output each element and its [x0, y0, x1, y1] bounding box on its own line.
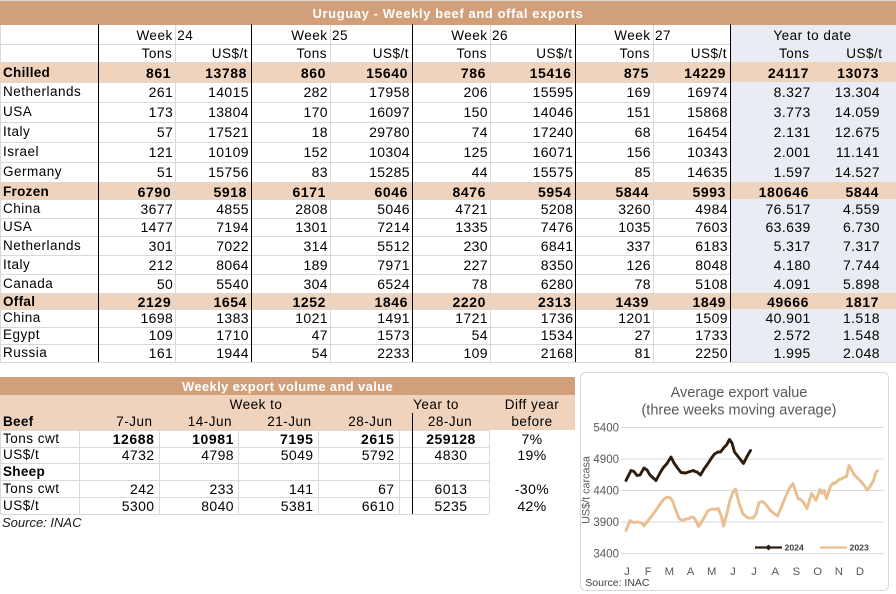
svg-text:2023: 2023: [850, 543, 869, 553]
svg-text:3400: 3400: [593, 549, 619, 561]
svg-text:US$/t carcasa: US$/t carcasa: [581, 456, 593, 524]
svg-text:J: J: [751, 566, 757, 578]
svg-text:J: J: [624, 566, 630, 578]
svg-text:Source: INAC: Source: INAC: [585, 577, 650, 589]
svg-text:A: A: [771, 566, 779, 578]
svg-text:D: D: [856, 566, 864, 578]
svg-text:O: O: [813, 566, 822, 578]
svg-text:5400: 5400: [593, 423, 619, 435]
svg-text:F: F: [645, 566, 652, 578]
svg-text:3900: 3900: [593, 517, 619, 529]
svg-text:(three weeks moving average): (three weeks moving average): [641, 403, 836, 419]
svg-text:4900: 4900: [593, 454, 619, 466]
svg-text:A: A: [687, 566, 695, 578]
svg-text:4400: 4400: [593, 486, 619, 498]
svg-text:M: M: [707, 566, 716, 578]
svg-text:J: J: [730, 566, 736, 578]
svg-text:N: N: [835, 566, 843, 578]
svg-text:S: S: [793, 566, 801, 578]
svg-text:M: M: [665, 566, 674, 578]
svg-text:Average export value: Average export value: [671, 385, 808, 401]
svg-text:2024: 2024: [785, 543, 804, 553]
